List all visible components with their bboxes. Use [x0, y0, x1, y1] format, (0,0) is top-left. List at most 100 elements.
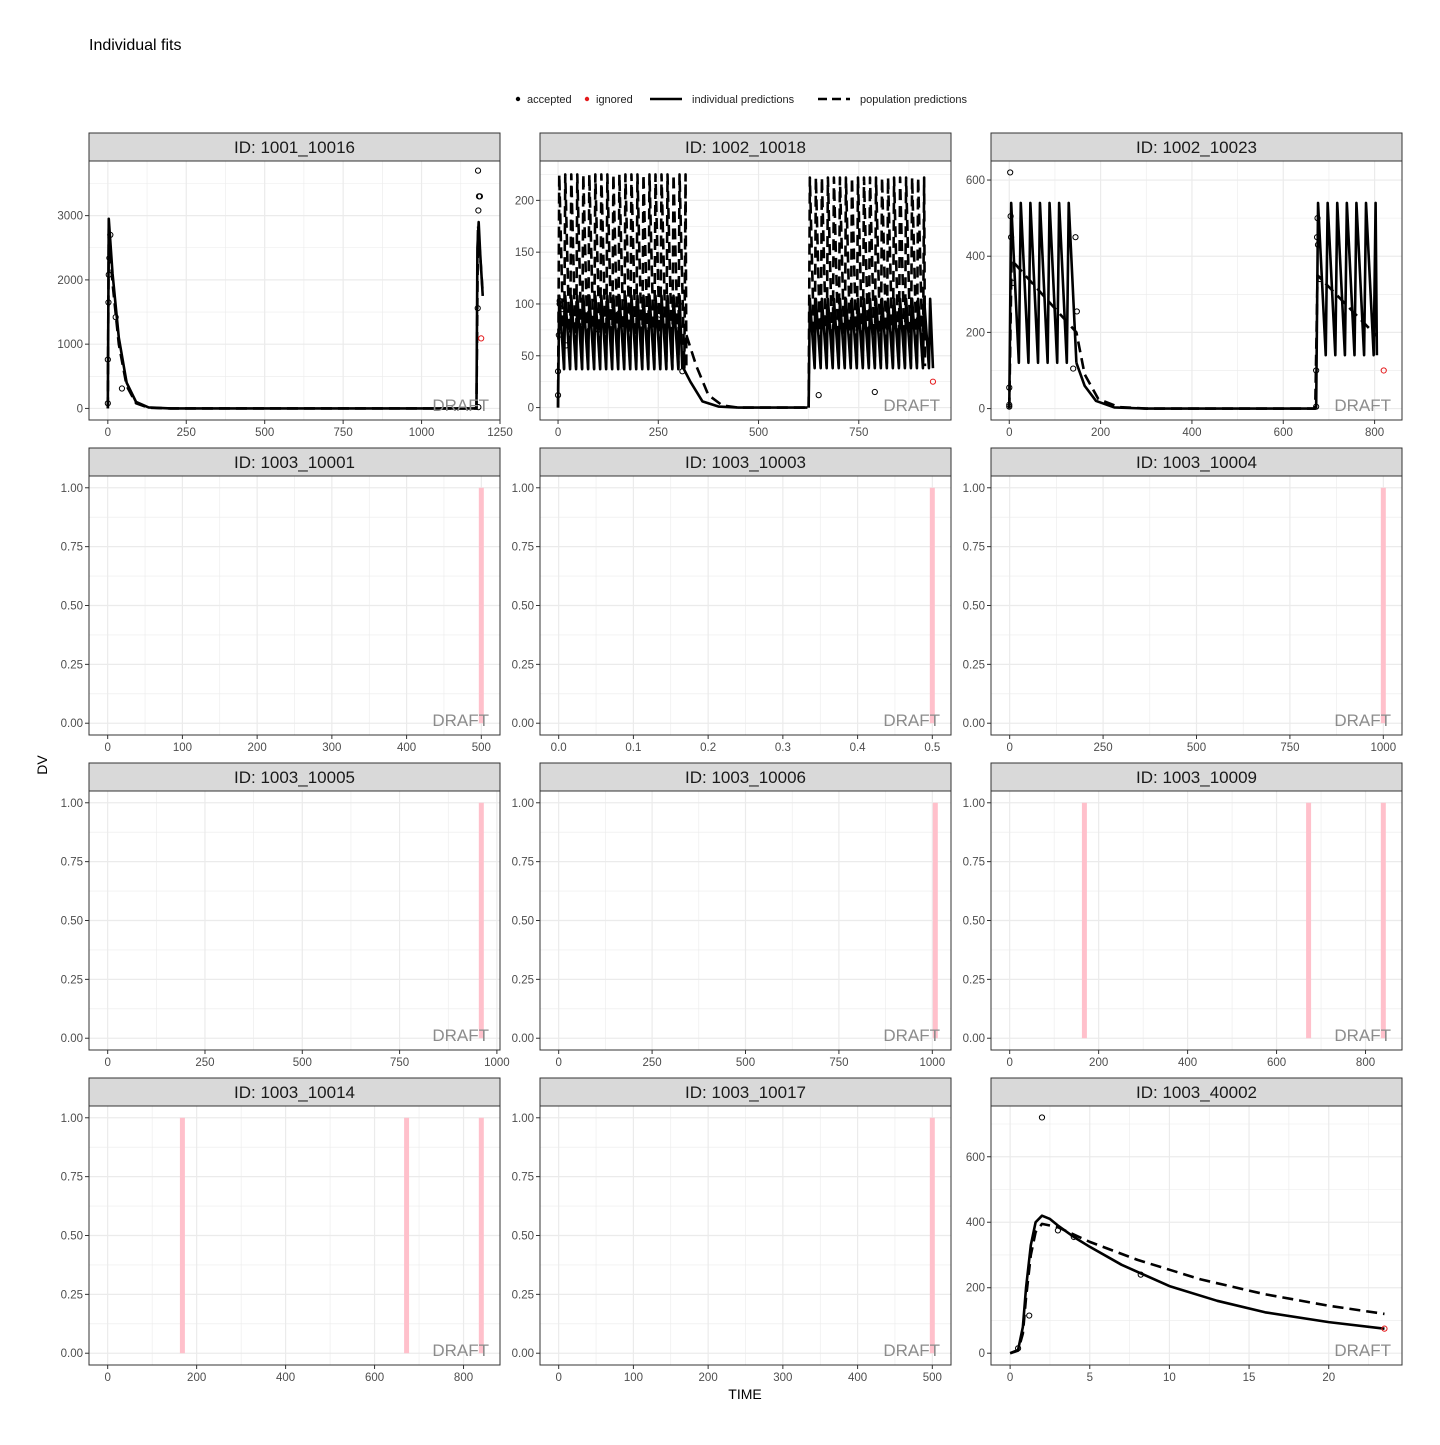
- x-tick-label: 400: [397, 742, 416, 754]
- panel-strip-label: ID: 1002_10018: [685, 138, 806, 157]
- legend-label-ignored: ignored: [596, 94, 633, 106]
- y-tick-label: 0.75: [512, 542, 534, 554]
- observed-point: [474, 305, 481, 312]
- draft-watermark: DRAFT: [883, 711, 940, 730]
- x-tick-label: 500: [749, 427, 768, 439]
- x-tick-label: 0: [555, 1372, 561, 1384]
- x-tick-label: 600: [1267, 1057, 1286, 1069]
- x-tick-label: 5: [1087, 1372, 1093, 1384]
- observed-point: [871, 388, 878, 396]
- y-tick-label: 0.75: [61, 857, 83, 869]
- panel-strip-label: ID: 1003_10001: [234, 453, 355, 472]
- y-tick-label: 0.50: [512, 601, 534, 613]
- band-mark: [932, 802, 938, 1039]
- panel-11: ID: 1003_10017 DRAFT 0 100 200 300 400 500 0.00 0…: [512, 1077, 952, 1384]
- band-mark: [404, 1117, 410, 1354]
- band-mark: [478, 1117, 484, 1354]
- observed-point: [474, 167, 482, 174]
- x-tick-label: 200: [187, 1372, 206, 1384]
- y-tick-label: 3000: [57, 211, 83, 223]
- x-tick-label: 250: [1093, 742, 1112, 754]
- observed-point: [679, 368, 686, 375]
- panel-8: ID: 1003_10006 DRAFT 0 250 500 750 1000 0.00 0.2…: [512, 762, 952, 1069]
- band-mark: [179, 1117, 185, 1354]
- x-tick-label: 600: [365, 1372, 384, 1384]
- x-tick-label: 250: [649, 427, 668, 439]
- legend-label-ipred: individual predictions: [692, 94, 795, 106]
- ignored-point: [1381, 1325, 1388, 1332]
- x-tick-label: 400: [276, 1372, 295, 1384]
- panel-strip-label: ID: 1003_40002: [1136, 1083, 1257, 1102]
- draft-watermark: DRAFT: [1334, 396, 1391, 415]
- x-tick-label: 750: [334, 427, 353, 439]
- x-tick-label: 0: [555, 1057, 561, 1069]
- y-tick-label: 0.00: [963, 718, 985, 730]
- panel-border: [88, 160, 501, 421]
- x-tick-label: 15: [1243, 1372, 1256, 1384]
- x-tick-label: 200: [1089, 1057, 1108, 1069]
- panel-strip-label: ID: 1003_10006: [685, 768, 806, 787]
- observed-point: [118, 385, 126, 392]
- observed-point: [1054, 1227, 1062, 1234]
- panel-grid: [89, 476, 500, 735]
- observed-point: [1026, 1312, 1033, 1319]
- observed-point: [1006, 401, 1013, 408]
- legend-item-accepted: accepted: [515, 94, 572, 106]
- y-tick-label: 200: [966, 1283, 985, 1295]
- legend: accepted ignored individual predictions pop…: [515, 94, 968, 106]
- y-tick-label: 0.25: [963, 974, 985, 986]
- x-tick-label: 600: [1274, 427, 1293, 439]
- observed-point: [1070, 1233, 1077, 1241]
- y-tick-label: 600: [966, 1152, 985, 1164]
- x-tick-label: 0: [104, 742, 110, 754]
- x-tick-label: 1250: [487, 427, 513, 439]
- observed-point: [1014, 1345, 1022, 1352]
- x-tick-label: 0: [104, 1372, 110, 1384]
- y-tick-label: 0.25: [61, 1289, 83, 1301]
- x-tick-label: 500: [736, 1057, 755, 1069]
- observed-point: [1313, 403, 1320, 410]
- draft-watermark: DRAFT: [432, 1026, 489, 1045]
- y-tick-label: 0.75: [61, 542, 83, 554]
- observed-point: [1007, 234, 1015, 241]
- panel-grid: [991, 791, 1402, 1050]
- y-tick-label: 0.25: [512, 1289, 534, 1301]
- panel-grid: [540, 476, 951, 735]
- panel-grid: [89, 1106, 500, 1365]
- x-tick-label: 500: [293, 1057, 312, 1069]
- observed-point: [104, 356, 111, 363]
- draft-watermark: DRAFT: [432, 396, 489, 415]
- y-tick-label: 0.50: [512, 1231, 534, 1243]
- y-tick-label: 0.75: [61, 1172, 83, 1184]
- x-tick-label: 200: [699, 1372, 718, 1384]
- series-individual-predictions: [106, 217, 485, 410]
- x-tick-label: 250: [642, 1057, 661, 1069]
- observed-point: [815, 392, 822, 399]
- y-tick-label: 1.00: [512, 798, 534, 810]
- panel-strip-label: ID: 1002_10023: [1136, 138, 1257, 157]
- x-tick-label: 100: [173, 742, 192, 754]
- band-mark: [478, 487, 484, 724]
- observed-point: [105, 299, 112, 306]
- observed-point: [675, 300, 682, 308]
- x-tick-label: 100: [624, 1372, 643, 1384]
- x-tick-label: 750: [849, 427, 868, 439]
- x-tick-label: 0: [555, 427, 561, 439]
- draft-watermark: DRAFT: [1334, 1341, 1391, 1360]
- x-axis-label: TIME: [728, 1386, 761, 1402]
- panel-9: ID: 1003_10009 DRAFT 0 200 400 600 800 0.00 0.25…: [963, 762, 1403, 1069]
- y-tick-label: 0: [979, 404, 985, 416]
- y-tick-label: 0: [528, 403, 534, 415]
- y-tick-label: 0.00: [61, 1033, 83, 1045]
- y-tick-label: 0.00: [61, 1348, 83, 1360]
- panel-border: [990, 1105, 1403, 1366]
- band-mark: [1306, 802, 1312, 1039]
- legend-item-ipred: individual predictions: [650, 94, 795, 106]
- band-mark: [478, 802, 484, 1039]
- x-tick-label: 0.0: [551, 742, 567, 754]
- panel-strip: [990, 762, 1403, 792]
- panel-strip: [88, 762, 501, 792]
- x-tick-label: 0: [1006, 742, 1012, 754]
